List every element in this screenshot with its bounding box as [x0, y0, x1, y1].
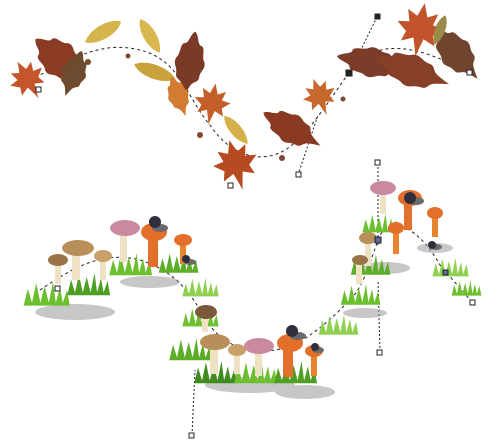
snail-icon: [404, 192, 424, 205]
mushroom-grass-brush-stroke[interactable]: [23, 159, 482, 439]
autumn-leaves-brush-stroke[interactable]: [1, 0, 491, 196]
snail-icon: [286, 325, 306, 340]
acorn-icon: [125, 53, 131, 59]
mushroom-icon: [244, 338, 274, 376]
mushroom-icon: [110, 220, 140, 262]
mushroom-icon: [359, 232, 377, 266]
leaf-stroke-control-handle[interactable]: [295, 171, 302, 178]
acorn-icon: [279, 155, 285, 161]
leaf-stroke-control-handle[interactable]: [374, 13, 381, 20]
mushroom-group: [48, 181, 443, 377]
leaf-stroke-node[interactable]: [227, 182, 234, 189]
mushroom-stroke-start-node[interactable]: [54, 285, 61, 292]
mushroom-icon: [370, 181, 396, 214]
grass-tuft-icon: [451, 280, 482, 296]
mushroom-icon: [352, 255, 368, 284]
acorn-group: [85, 53, 346, 161]
mushroom-stroke-end-node[interactable]: [469, 299, 476, 306]
mushroom-icon: [228, 344, 246, 374]
oak-leaf-icon: [81, 15, 125, 49]
mushroom-icon: [195, 305, 217, 332]
grass-tuft-icon: [274, 361, 318, 384]
snail-icon: [182, 255, 196, 265]
snail-group: [149, 192, 442, 353]
mushroom-stroke-node[interactable]: [442, 269, 449, 276]
oak-leaf-icon: [207, 134, 265, 196]
grass-group: [23, 213, 482, 384]
leaf-stroke-node[interactable]: [345, 69, 353, 77]
oak-leaf-icon: [219, 112, 253, 148]
mushroom-icon: [200, 334, 230, 374]
grass-tuft-icon: [340, 284, 381, 305]
snail-icon: [428, 241, 442, 250]
snail-icon: [311, 343, 324, 353]
mushroom-icon: [62, 240, 94, 280]
mushroom-icon: [388, 222, 404, 254]
mushroom-icon: [427, 207, 443, 237]
mushroom-stroke-control-handle[interactable]: [376, 349, 383, 356]
mushroom-stroke-path[interactable]: [39, 225, 473, 352]
leaf-stroke-end-node[interactable]: [466, 69, 473, 76]
oak-leaf-icon: [255, 99, 328, 159]
mushroom-icon: [174, 234, 192, 264]
mushroom-stroke-control-handle[interactable]: [374, 159, 381, 166]
acorn-icon: [197, 132, 203, 138]
mushroom-icon: [48, 254, 68, 284]
mushroom-icon: [277, 334, 303, 377]
mushroom-stroke-node[interactable]: [374, 236, 382, 244]
mushroom-icon: [94, 250, 112, 280]
acorn-icon: [85, 59, 91, 65]
mushroom-stroke-control-line: [191, 369, 196, 436]
shadow-group: [35, 243, 453, 399]
snail-icon: [149, 216, 168, 232]
grass-tuft-icon: [318, 314, 359, 335]
acorn-icon: [340, 96, 346, 102]
mushroom-stroke-control-handle[interactable]: [188, 432, 195, 439]
grass-tuft-icon: [109, 253, 153, 276]
leaf-group: [1, 0, 491, 196]
grass-tuft-icon: [182, 277, 219, 297]
leaf-stroke-start-node[interactable]: [35, 86, 42, 93]
leaf-stroke-control-line: [297, 114, 319, 176]
